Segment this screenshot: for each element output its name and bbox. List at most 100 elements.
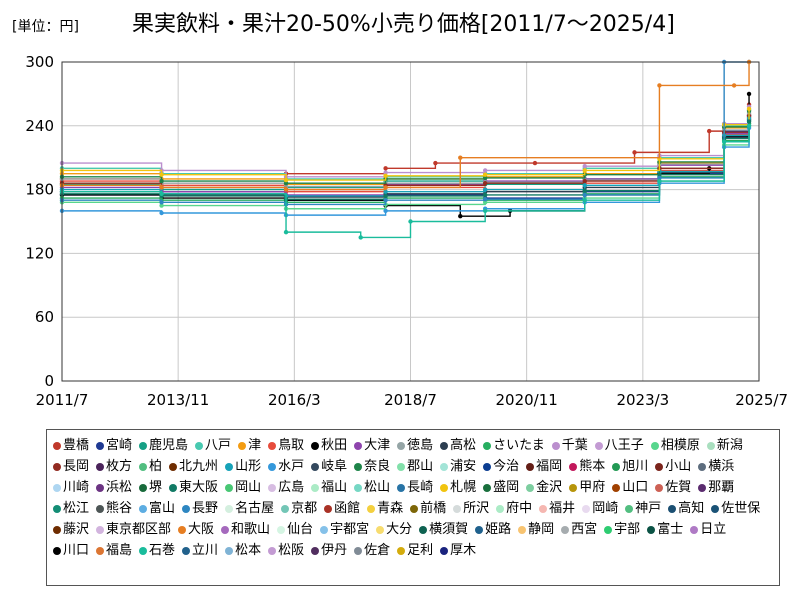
legend-marker-icon — [324, 504, 333, 513]
legend-item: 福岡 — [526, 456, 562, 477]
legend-marker-icon — [281, 504, 290, 513]
legend-label: 仙台 — [287, 522, 314, 537]
legend-item: 柏 — [139, 456, 162, 477]
legend-marker-icon — [397, 546, 406, 555]
legend-marker-icon — [96, 441, 105, 450]
series-line — [62, 106, 750, 178]
legend-item: 浜松 — [96, 477, 132, 498]
legend-marker-icon — [475, 525, 484, 534]
legend-label: 鹿児島 — [149, 438, 189, 453]
legend-label: 宇部 — [614, 522, 641, 537]
legend-item: 佐世保 — [711, 498, 760, 519]
legend-marker-icon — [182, 546, 191, 555]
data-point — [283, 177, 289, 183]
legend-marker-icon — [96, 483, 105, 492]
legend-label: 堺 — [149, 480, 163, 495]
legend-label: さいたま — [493, 438, 545, 453]
legend-marker-icon — [169, 462, 178, 471]
legend-marker-icon — [376, 525, 385, 534]
legend-label: 宇都宮 — [330, 522, 370, 537]
legend-item: 立川 — [182, 540, 218, 561]
data-point — [358, 235, 363, 240]
legend-item: 大津 — [354, 435, 390, 456]
legend-item: 福井 — [539, 498, 575, 519]
legend-marker-icon — [311, 462, 320, 471]
legend-marker-icon — [169, 483, 178, 492]
legend-label: 高知 — [678, 501, 705, 516]
x-tick-label: 2023/3 — [616, 391, 669, 409]
legend-marker-icon — [268, 462, 277, 471]
legend-item: 広島 — [268, 477, 304, 498]
data-point — [657, 175, 662, 181]
data-point — [632, 150, 637, 155]
data-point — [283, 229, 289, 235]
legend-marker-icon — [594, 441, 603, 450]
series-長野 — [59, 59, 752, 207]
legend-label: 小山 — [665, 459, 692, 474]
data-point — [746, 119, 752, 124]
legend-item: 福山 — [311, 477, 347, 498]
legend-marker-icon — [225, 546, 234, 555]
legend-marker-icon — [354, 546, 363, 555]
data-point — [582, 164, 587, 169]
legend-item: 徳島 — [397, 435, 433, 456]
data-point — [582, 183, 587, 188]
data-point — [657, 178, 662, 184]
x-tick-label: 2013/11 — [147, 391, 209, 409]
legend-label: 山口 — [622, 480, 649, 495]
legend-marker-icon — [397, 441, 406, 450]
data-point — [159, 185, 164, 190]
legend-label: 福山 — [321, 480, 348, 495]
legend-label: 横須賀 — [429, 522, 469, 537]
data-point — [383, 193, 388, 199]
legend-label: 立川 — [192, 543, 219, 558]
data-point — [582, 168, 587, 173]
legend-marker-icon — [419, 525, 428, 534]
legend-label: 前橋 — [420, 501, 447, 516]
legend-item: 鳥取 — [268, 435, 304, 456]
legend-label: 長野 — [192, 501, 219, 516]
data-point — [383, 189, 388, 194]
legend-label: 函館 — [334, 501, 361, 516]
legend-marker-icon — [53, 525, 61, 534]
legend-marker-icon — [139, 504, 148, 513]
data-point — [657, 172, 662, 177]
data-point — [482, 172, 488, 177]
legend-marker-icon — [221, 525, 230, 534]
legend-item: 松山 — [354, 477, 390, 498]
legend-marker-icon — [612, 483, 621, 492]
legend-item: 大分 — [376, 519, 412, 540]
data-point — [582, 188, 587, 193]
legend-marker-icon — [53, 504, 61, 513]
legend-item: 石巻 — [139, 540, 175, 561]
legend-item: 盛岡 — [483, 477, 519, 498]
y-tick-label: 300 — [25, 53, 54, 71]
legend-item: 横須賀 — [419, 519, 468, 540]
legend-marker-icon — [397, 462, 406, 471]
legend-marker-icon — [440, 462, 449, 471]
legend-marker-icon — [698, 483, 707, 492]
chart-title: 果実飲料・果汁20-50%小売り価格[2011/7～2025/4] — [132, 12, 675, 37]
legend-label: 柏 — [149, 459, 163, 474]
legend-label: 甲府 — [579, 480, 606, 495]
legend-marker-icon — [453, 504, 462, 513]
legend-marker-icon — [612, 462, 621, 471]
data-point — [482, 192, 488, 198]
legend-label: 佐倉 — [364, 543, 391, 558]
legend-item: 横浜 — [698, 456, 734, 477]
legend-label: 那覇 — [708, 480, 735, 495]
legend-item: 新潟 — [706, 435, 743, 456]
legend-item: 函館 — [324, 498, 360, 519]
legend-item: 東京都区部 — [96, 519, 171, 540]
legend-item: 山形 — [225, 456, 261, 477]
legend-item: 松阪 — [268, 540, 304, 561]
series-line — [62, 62, 750, 191]
legend-label: 岡崎 — [592, 501, 619, 516]
data-point — [746, 106, 752, 111]
legend-marker-icon — [569, 462, 578, 471]
data-point — [746, 91, 752, 97]
legend-marker-icon — [277, 525, 286, 534]
legend-label: 宮崎 — [106, 438, 133, 453]
legend-marker-icon — [53, 462, 61, 471]
data-point — [482, 168, 488, 173]
